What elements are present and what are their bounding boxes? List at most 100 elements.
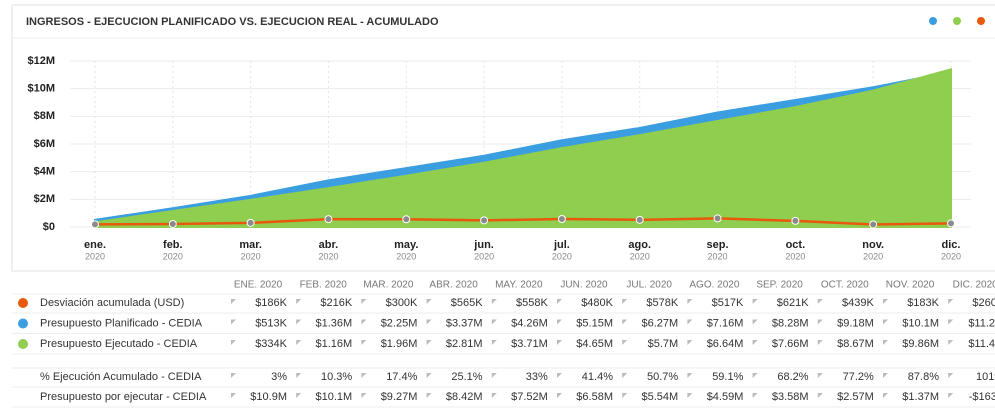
table-cell: 41.4%: [582, 371, 613, 383]
cell-flag: [361, 319, 367, 325]
table-cell: $186K: [255, 297, 287, 309]
cell-flag: [883, 299, 888, 304]
point: [713, 214, 722, 223]
x-tick-year: 2020: [85, 251, 105, 261]
table-cell: 68.2%: [777, 371, 808, 383]
table-cell: $4.26M: [511, 317, 548, 329]
table-cell: $513K: [255, 317, 287, 329]
table-cell: 87.8%: [908, 371, 939, 383]
cell-flag: [361, 373, 367, 378]
table-cell: $2.81M: [446, 338, 483, 350]
x-tick-label: sep.: [707, 239, 729, 251]
cell-flag: [361, 393, 367, 398]
cell-flag: [426, 319, 432, 325]
cell-flag: [491, 393, 497, 398]
x-tick-label: ago.: [628, 239, 651, 251]
y-tick-label: $2M: [34, 193, 55, 205]
cell-flag: [491, 319, 497, 325]
table-cell: $260K: [972, 297, 995, 309]
cell-flag: [817, 393, 823, 398]
cell-flag: [948, 299, 954, 304]
cell-flag: [883, 340, 888, 345]
cell-flag: [622, 299, 628, 304]
cell-flag: [948, 373, 954, 378]
column-header: OCT. 2020: [821, 280, 869, 291]
table-cell: $8.67M: [837, 338, 874, 350]
table-cell: 50.7%: [647, 371, 678, 383]
x-tick-year: 2020: [941, 251, 961, 261]
x-tick-label: jun.: [473, 239, 494, 251]
column-header: ENE. 2020: [234, 280, 283, 291]
row-label: % Ejecución Acumulado - CEDIA: [40, 371, 202, 383]
legend-marker[interactable]: [953, 17, 961, 25]
table-cell: 77.2%: [843, 371, 874, 383]
cell-flag: [948, 393, 954, 398]
cell-flag: [687, 393, 693, 398]
cell-flag: [752, 319, 758, 325]
table-cell: $5.7M: [648, 338, 679, 350]
row-label: Desviación acumulada (USD): [40, 297, 184, 309]
y-tick-label: $10M: [27, 83, 55, 95]
x-tick-label: ene.: [84, 239, 106, 251]
point: [791, 216, 800, 225]
y-tick-label: $8M: [34, 110, 55, 122]
x-tick-label: dic.: [942, 239, 961, 251]
table-cell: $334K: [255, 338, 287, 350]
legend-marker[interactable]: [977, 17, 985, 25]
table-cell: $5.54M: [641, 391, 678, 403]
cell-flag: [361, 299, 367, 304]
point: [947, 219, 955, 228]
cell-flag: [752, 340, 758, 345]
table-cell: $439K: [842, 297, 874, 309]
x-tick-label: jul.: [553, 239, 570, 251]
table-cell: $1.37M: [902, 391, 939, 403]
point: [869, 220, 878, 229]
table-cell: $9.86M: [902, 338, 939, 350]
table-cell: $11.4M: [968, 338, 995, 350]
table-cell: $6.27M: [641, 317, 678, 329]
column-header: AGO. 2020: [689, 280, 739, 291]
table-cell: $517K: [712, 297, 744, 309]
row-label: Presupuesto Planificado - CEDIA: [40, 317, 203, 329]
table-cell: 25.1%: [451, 371, 482, 383]
table-cell: 17.4%: [386, 371, 417, 383]
cell-flag: [817, 373, 823, 378]
cell-flag: [687, 373, 693, 378]
legend-marker[interactable]: [929, 17, 937, 25]
cell-flag: [817, 299, 823, 304]
x-tick-year: 2020: [396, 251, 416, 261]
point: [168, 220, 177, 229]
table-cell: $11.2M: [968, 317, 995, 329]
table-cell: 10.3%: [321, 371, 352, 383]
cell-flag: [426, 340, 432, 345]
table: ENE. 2020 FEB. 2020 MAR. 2020 ABR. 2020 MAY.…: [12, 280, 995, 408]
x-tick-label: nov.: [862, 239, 884, 251]
cell-flag: [231, 393, 236, 398]
table-cell: $1.36M: [315, 317, 352, 329]
table-cell: $7.16M: [707, 317, 744, 329]
table-cell: $7.66M: [772, 338, 809, 350]
cell-flag: [231, 373, 236, 378]
table-cell: 3%: [271, 371, 287, 383]
cell-flag: [231, 340, 236, 345]
table-cell: $4.65M: [576, 338, 613, 350]
area: [94, 67, 952, 228]
table-cell: $6.64M: [707, 338, 744, 350]
chart-title: INGRESOS - EJECUCION PLANIFICADO VS. EJE…: [26, 16, 439, 28]
table-cell: $3.58M: [772, 391, 809, 403]
x-tick-year: 2020: [474, 251, 494, 261]
cell-flag: [687, 299, 693, 304]
row-marker: [18, 318, 28, 329]
cell-flag: [687, 319, 693, 325]
point: [246, 218, 255, 227]
y-tick-label: $6M: [34, 138, 55, 150]
point: [402, 215, 411, 224]
cell-flag: [296, 299, 302, 304]
table-cell: $8.42M: [446, 391, 483, 403]
table-cell: $7.52M: [511, 391, 548, 403]
table-cell: $558K: [516, 297, 548, 309]
table-cell: $480K: [581, 297, 613, 309]
row-label: Presupuesto Ejecutado - CEDIA: [40, 338, 198, 350]
table-cell: $9.27M: [381, 391, 418, 403]
